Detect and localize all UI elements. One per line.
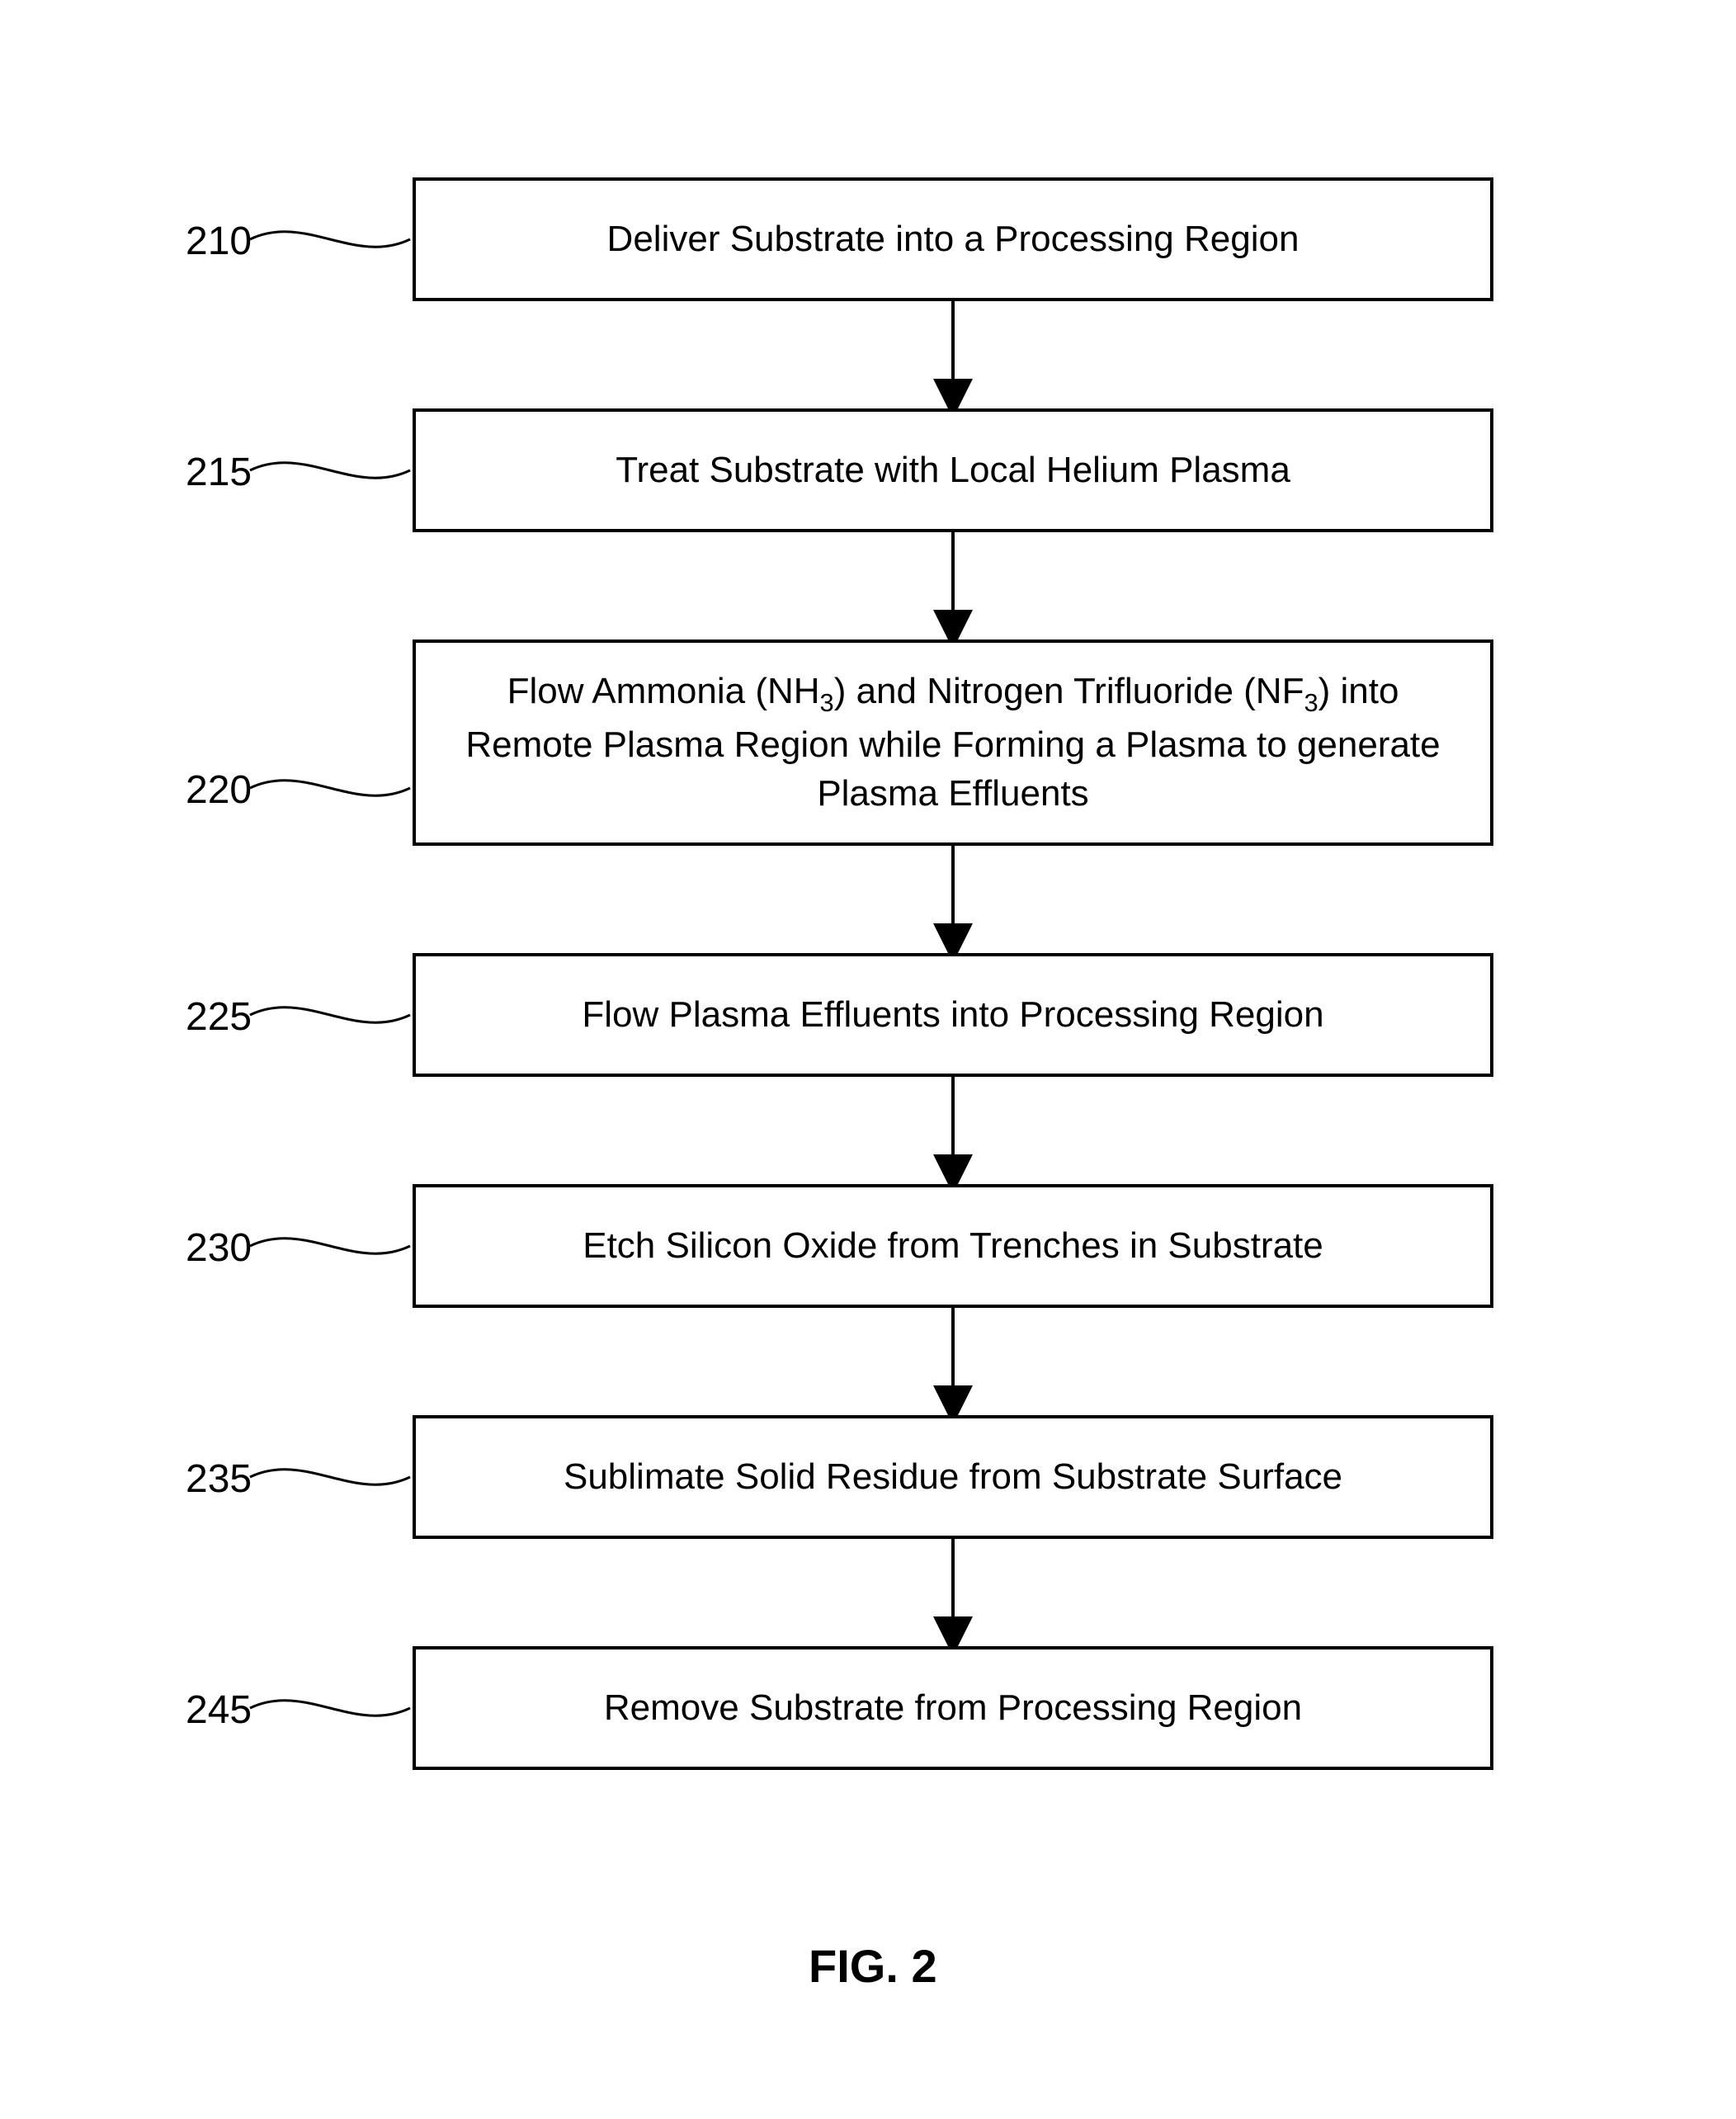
leader-curve (250, 232, 410, 247)
flow-step-ref: 230 (186, 1225, 252, 1271)
flow-step-box: Sublimate Solid Residue from Substrate S… (413, 1415, 1493, 1539)
leader-curve (250, 463, 410, 478)
leader-curve (250, 1239, 410, 1253)
figure-caption: FIG. 2 (809, 1939, 937, 1993)
flow-step-text: Sublimate Solid Residue from Substrate S… (564, 1452, 1342, 1501)
flow-step-box: Flow Ammonia (NH3) and Nitrogen Trifluor… (413, 639, 1493, 846)
flow-step-ref: 225 (186, 994, 252, 1040)
flow-step-text: Treat Substrate with Local Helium Plasma (616, 446, 1290, 494)
leader-curve (250, 1008, 410, 1022)
leader-curve (250, 781, 410, 795)
flow-step-text: Etch Silicon Oxide from Trenches in Subs… (583, 1221, 1323, 1270)
flow-step-box: Remove Substrate from Processing Region (413, 1646, 1493, 1770)
flow-step-ref: 210 (186, 219, 252, 264)
flow-step-text: Deliver Substrate into a Processing Regi… (607, 215, 1300, 263)
flow-step-ref: 245 (186, 1687, 252, 1733)
flow-step-box: Etch Silicon Oxide from Trenches in Subs… (413, 1184, 1493, 1308)
flow-step-box: Treat Substrate with Local Helium Plasma (413, 408, 1493, 532)
flow-step-text: Flow Plasma Effluents into Processing Re… (582, 990, 1323, 1039)
leader-curve (250, 1701, 410, 1715)
flow-step-box: Flow Plasma Effluents into Processing Re… (413, 953, 1493, 1077)
flow-step-text: Remove Substrate from Processing Region (604, 1683, 1302, 1732)
flow-step-ref: 235 (186, 1456, 252, 1502)
flow-step-text: Flow Ammonia (NH3) and Nitrogen Trifluor… (441, 667, 1465, 818)
figure-canvas: Deliver Substrate into a Processing Regi… (0, 0, 1736, 2119)
flow-step-ref: 215 (186, 450, 252, 495)
flow-step-box: Deliver Substrate into a Processing Regi… (413, 177, 1493, 301)
flow-step-ref: 220 (186, 767, 252, 813)
leader-curve (250, 1470, 410, 1484)
